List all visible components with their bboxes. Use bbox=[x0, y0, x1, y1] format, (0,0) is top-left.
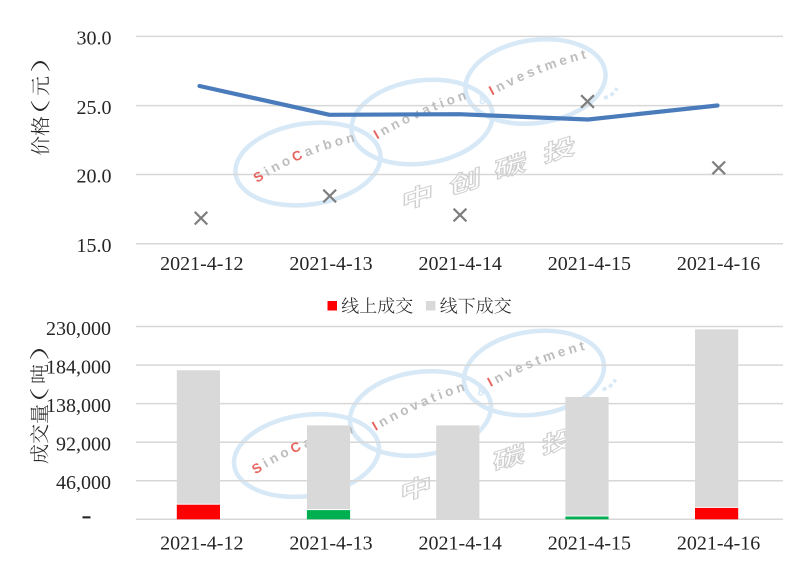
svg-text:184,000: 184,000 bbox=[46, 356, 111, 378]
svg-text:2021-4-13: 2021-4-13 bbox=[289, 253, 372, 275]
svg-text:2021-4-14: 2021-4-14 bbox=[419, 533, 502, 555]
svg-text:20.0: 20.0 bbox=[77, 166, 112, 188]
svg-text:46,000: 46,000 bbox=[56, 472, 111, 494]
svg-text:230,000: 230,000 bbox=[46, 318, 111, 340]
svg-text:15.0: 15.0 bbox=[77, 235, 112, 257]
svg-text:2021-4-15: 2021-4-15 bbox=[548, 533, 631, 555]
svg-text:2021-4-16: 2021-4-16 bbox=[677, 533, 760, 555]
svg-text:92,000: 92,000 bbox=[56, 433, 111, 455]
svg-text:2021-4-12: 2021-4-12 bbox=[160, 253, 243, 275]
svg-text:2021-4-15: 2021-4-15 bbox=[548, 253, 631, 275]
svg-text:25.0: 25.0 bbox=[77, 97, 112, 119]
svg-text:30.0: 30.0 bbox=[77, 28, 112, 50]
svg-text:2021-4-13: 2021-4-13 bbox=[289, 533, 372, 555]
svg-text:2021-4-14: 2021-4-14 bbox=[419, 253, 502, 275]
svg-text:138,000: 138,000 bbox=[46, 395, 111, 417]
svg-text:2021-4-12: 2021-4-12 bbox=[160, 533, 243, 555]
svg-text:2021-4-16: 2021-4-16 bbox=[677, 253, 760, 275]
